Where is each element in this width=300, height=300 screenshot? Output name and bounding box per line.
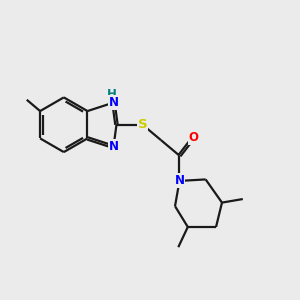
Text: S: S	[138, 118, 147, 131]
Text: O: O	[189, 131, 199, 144]
Text: N: N	[175, 174, 184, 188]
Text: H: H	[107, 88, 117, 101]
Text: N: N	[109, 96, 118, 109]
Text: N: N	[109, 140, 118, 153]
